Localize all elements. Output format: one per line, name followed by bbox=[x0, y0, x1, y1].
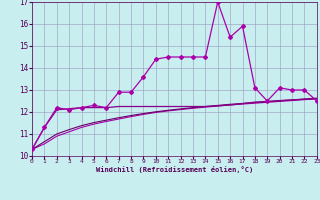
X-axis label: Windchill (Refroidissement éolien,°C): Windchill (Refroidissement éolien,°C) bbox=[96, 166, 253, 173]
